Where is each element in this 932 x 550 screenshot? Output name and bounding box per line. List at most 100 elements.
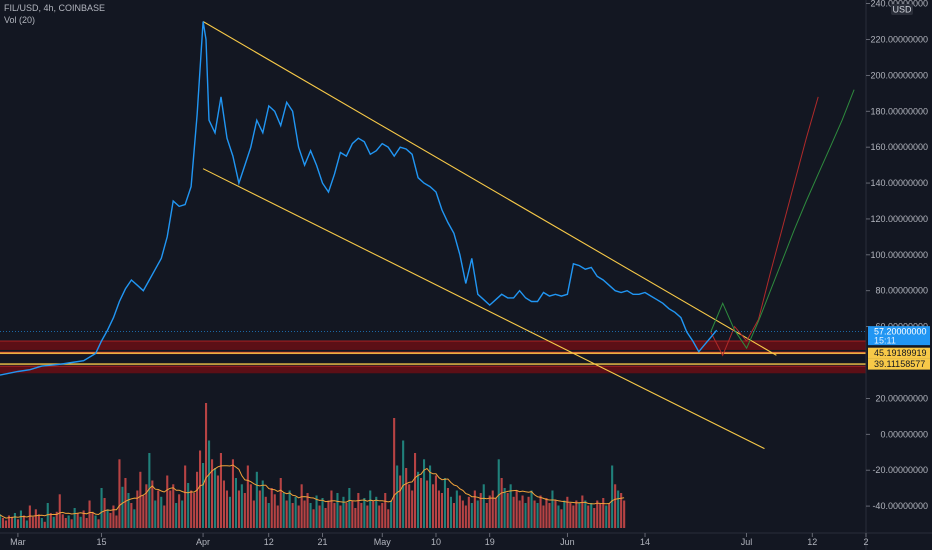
volume-bar — [31, 516, 34, 529]
volume-bar — [4, 520, 7, 528]
volume-bar — [437, 490, 440, 528]
time-tick-label: Apr — [196, 537, 210, 547]
volume-bar — [231, 459, 234, 529]
volume-bar — [169, 490, 172, 528]
last-price-tag-time: 15:11 — [874, 336, 896, 346]
volume-bar — [139, 471, 142, 529]
volume-bar — [193, 493, 196, 528]
price-tick-label: 180.00000000 — [870, 106, 928, 116]
volume-bar — [67, 515, 70, 528]
volume-bar — [73, 508, 76, 528]
volume-bar — [255, 471, 258, 529]
volume-bar — [0, 514, 2, 529]
volume-bar — [378, 505, 381, 528]
volume-bar — [375, 496, 378, 529]
volume-bar — [175, 503, 178, 528]
volume-bar — [429, 465, 432, 528]
volume-bar — [258, 490, 261, 528]
time-tick-label: May — [374, 537, 392, 547]
volume-bar — [452, 503, 455, 528]
volume-bar — [121, 486, 124, 529]
volume-bar — [488, 495, 491, 528]
price-tick-label: 80.00000000 — [875, 286, 928, 296]
volume-bar — [264, 496, 267, 529]
volume-bar — [58, 494, 61, 529]
time-axis[interactable]: Mar 15 Apr 12 21 May 10 19 Jun 14 Jul 12 2 — [10, 533, 869, 547]
time-tick-label: 12 — [807, 537, 817, 547]
volume-bar — [321, 498, 324, 528]
volume-bar — [348, 488, 351, 528]
volume-bar — [414, 453, 417, 528]
projection-lines[interactable] — [710, 89, 855, 357]
price-tick-label: 220.00000000 — [870, 34, 928, 44]
volume-bar — [222, 480, 225, 528]
volume-bar — [172, 484, 175, 529]
volume-bar — [536, 503, 539, 528]
trendlines[interactable] — [202, 21, 777, 450]
volume-bar — [142, 495, 145, 528]
volume-bar — [94, 515, 97, 528]
volume-bar — [602, 498, 605, 528]
volume-bar — [521, 495, 524, 528]
volume-bar — [342, 496, 345, 529]
volume-bar — [97, 519, 100, 529]
support-zones — [0, 340, 866, 374]
volume-bar — [294, 496, 297, 529]
volume-bar — [548, 503, 551, 528]
price-tick-label: 0.00000000 — [880, 429, 928, 439]
currency-badge[interactable]: USD — [891, 4, 913, 15]
volume-bar — [184, 465, 187, 528]
last-price-tag-label: 57.20000000 — [874, 327, 927, 337]
volume-legend[interactable]: Vol (20) — [4, 15, 36, 25]
volume-bar — [470, 503, 473, 528]
volume-bar — [273, 494, 276, 529]
volume-bar — [345, 503, 348, 528]
volume-bar — [458, 495, 461, 528]
volume-bar — [485, 503, 488, 528]
volume-bar — [440, 493, 443, 528]
volume-bar — [61, 514, 64, 529]
volume-bar — [506, 493, 509, 528]
volume-bar — [357, 493, 360, 528]
volume-bar — [449, 496, 452, 529]
volume-bar — [187, 483, 190, 528]
volume-bar — [181, 500, 184, 528]
volume-bar — [557, 505, 560, 528]
level-tag-label-1: 39.11158577 — [874, 359, 925, 369]
volume-bar — [530, 490, 533, 528]
volume-bar — [22, 515, 25, 528]
volume-bar — [336, 493, 339, 528]
volume-bar — [112, 505, 115, 528]
volume-bar — [211, 459, 214, 529]
price-tick-label: 120.00000000 — [870, 214, 928, 224]
volume-bar — [157, 490, 160, 528]
volume-bar — [25, 520, 28, 528]
time-tick-label: 21 — [318, 537, 328, 547]
time-tick-label: 15 — [97, 537, 107, 547]
volume-bar — [76, 513, 79, 528]
volume-bar — [476, 500, 479, 528]
volume-bar — [136, 490, 139, 528]
volume-bar — [399, 475, 402, 528]
volume-bar — [303, 500, 306, 528]
time-tick-label: Jul — [741, 537, 753, 547]
volume-bar — [366, 505, 369, 528]
price-line — [0, 21, 718, 376]
volume-bar — [178, 494, 181, 529]
volume-bar — [581, 495, 584, 528]
price-tick-label: 140.00000000 — [870, 178, 928, 188]
volume-bar — [545, 498, 548, 528]
volume-bar — [590, 503, 593, 528]
volume-bar — [446, 488, 449, 528]
symbol-legend[interactable]: FIL/USD, 4h, COINBASE — [4, 3, 106, 13]
volume-bar — [205, 403, 208, 528]
volume-bar — [28, 505, 31, 528]
volume-bar — [614, 484, 617, 529]
volume-bar — [542, 505, 545, 528]
volume-bar — [160, 496, 163, 529]
volume-bar — [467, 496, 470, 529]
price-tick-label: 160.00000000 — [870, 142, 928, 152]
volume-bar — [351, 500, 354, 528]
volume-bar — [55, 511, 58, 529]
